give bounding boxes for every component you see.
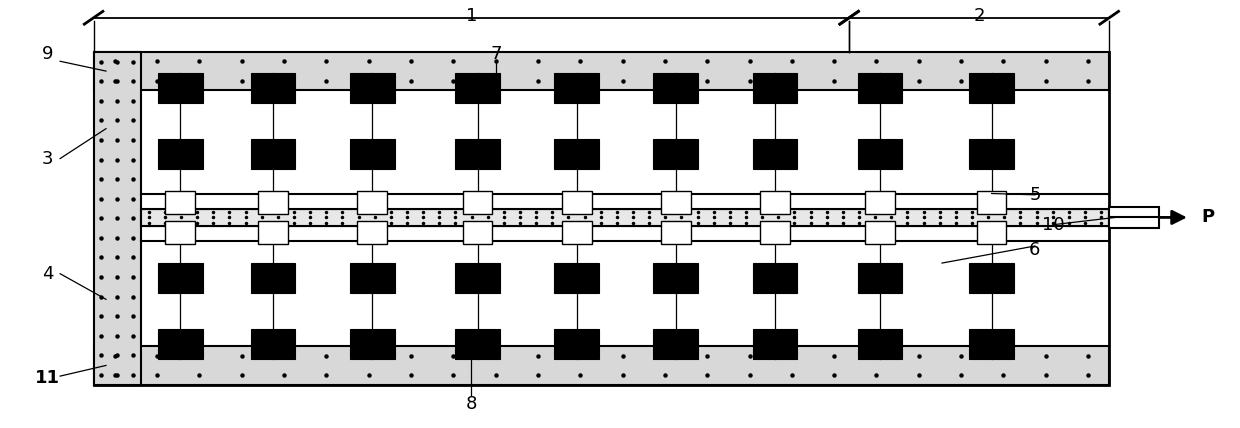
Bar	[357, 221, 387, 244]
Bar	[455, 263, 500, 293]
Bar	[970, 140, 1014, 169]
Text: 10: 10	[1042, 216, 1065, 234]
Bar	[753, 263, 797, 293]
Bar	[140, 209, 1110, 226]
Bar	[977, 221, 1007, 244]
Bar	[554, 73, 599, 103]
Bar	[157, 140, 202, 169]
Bar	[661, 190, 691, 214]
Bar	[653, 329, 698, 359]
Text: 6: 6	[1029, 241, 1040, 259]
Bar	[463, 190, 492, 214]
Bar	[753, 329, 797, 359]
Bar	[661, 221, 691, 244]
Bar	[554, 140, 599, 169]
Bar	[165, 190, 195, 214]
Bar	[350, 73, 394, 103]
Bar	[463, 221, 492, 244]
Bar	[258, 190, 288, 214]
Text: P: P	[1202, 208, 1215, 226]
Bar	[970, 263, 1014, 293]
Bar	[258, 221, 288, 244]
Bar	[858, 140, 903, 169]
Bar	[760, 190, 790, 214]
Bar	[157, 263, 202, 293]
Bar	[455, 73, 500, 103]
Bar	[753, 140, 797, 169]
Bar	[653, 263, 698, 293]
Bar	[250, 329, 295, 359]
Text: 4: 4	[42, 265, 53, 283]
Bar	[760, 221, 790, 244]
Bar	[455, 140, 500, 169]
Bar	[562, 190, 591, 214]
Bar	[357, 190, 387, 214]
Text: 7: 7	[490, 45, 502, 63]
Bar	[165, 221, 195, 244]
Bar	[858, 329, 903, 359]
Bar	[866, 221, 895, 244]
Bar	[653, 73, 698, 103]
Text: 5: 5	[1029, 186, 1040, 204]
Bar	[350, 329, 394, 359]
Bar	[93, 346, 1110, 385]
Text: 3: 3	[42, 149, 53, 167]
Bar	[970, 73, 1014, 103]
Bar	[350, 140, 394, 169]
Bar	[250, 263, 295, 293]
Bar	[1110, 207, 1159, 228]
Bar	[562, 221, 591, 244]
Bar	[554, 263, 599, 293]
Bar	[455, 329, 500, 359]
Text: 2: 2	[973, 6, 985, 25]
Bar	[970, 329, 1014, 359]
Bar	[93, 52, 1110, 385]
Text: 9: 9	[42, 45, 53, 63]
Bar	[250, 73, 295, 103]
Bar	[157, 73, 202, 103]
Bar	[858, 73, 903, 103]
Bar	[250, 140, 295, 169]
Bar	[93, 52, 1110, 90]
Bar	[753, 73, 797, 103]
Text: 8: 8	[466, 395, 477, 413]
Bar	[554, 329, 599, 359]
Bar	[866, 190, 895, 214]
Bar	[93, 52, 140, 385]
Text: 1: 1	[466, 6, 477, 25]
Bar	[858, 263, 903, 293]
Bar	[350, 263, 394, 293]
Bar	[977, 190, 1007, 214]
Bar	[653, 140, 698, 169]
Bar	[157, 329, 202, 359]
Text: 11: 11	[35, 369, 61, 387]
